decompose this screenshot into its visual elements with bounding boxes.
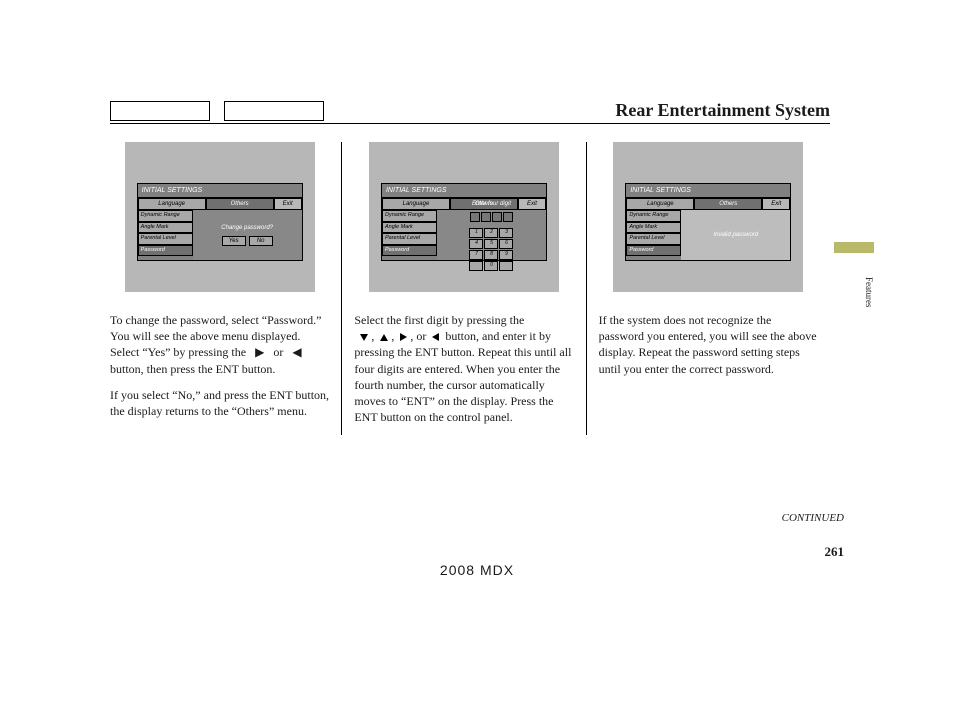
- settings-panel: INITIAL SETTINGS Language Others Exit Dy…: [137, 183, 303, 262]
- header-placeholder-boxes: [110, 101, 324, 121]
- digit-slot: [470, 212, 480, 222]
- numeric-keypad: 1 2 3 4 5 6 7 8 9 0: [469, 228, 513, 271]
- menu-angle-mark: Angle Mark: [626, 222, 681, 233]
- menu-dynamic-range: Dynamic Range: [382, 210, 437, 221]
- tab-others: Others: [694, 198, 762, 210]
- column-2: INITIAL SETTINGS Language Others Exit Dy…: [341, 142, 585, 435]
- key: 9: [499, 250, 513, 260]
- column-3: INITIAL SETTINGS Language Others Exit Dy…: [586, 142, 830, 435]
- menu-angle-mark: Angle Mark: [382, 222, 437, 233]
- tab-language: Language: [626, 198, 694, 210]
- menu-password: Password: [626, 245, 681, 256]
- menu-password: Password: [382, 245, 437, 256]
- section-tab-label: Features: [860, 250, 874, 334]
- manual-page: Rear Entertainment System INITIAL SETTIN…: [110, 100, 830, 435]
- key: 5: [484, 239, 498, 249]
- panel-tabs: Language Others Exit: [382, 198, 546, 210]
- column-1: INITIAL SETTINGS Language Others Exit Dy…: [110, 142, 341, 435]
- menu-dynamic-range: Dynamic Range: [626, 210, 681, 221]
- triangle-right-icon: [400, 333, 407, 341]
- tab-exit: Exit: [762, 198, 790, 210]
- settings-panel: INITIAL SETTINGS Language Others Exit Dy…: [381, 183, 547, 262]
- tab-exit: Exit: [518, 198, 546, 210]
- panel-tabs: Language Others Exit: [138, 198, 302, 210]
- continued-label: CONTINUED: [782, 512, 844, 524]
- triangle-left-icon: [432, 333, 439, 341]
- panel-menu: Dynamic Range Angle Mark Parental Level …: [382, 210, 437, 260]
- panel-content: Change password? Yes No: [193, 210, 302, 260]
- screenshot-invalid-password: INITIAL SETTINGS Language Others Exit Dy…: [613, 142, 803, 292]
- col1-para1: To change the password, select “Password…: [110, 312, 329, 377]
- digit-slot: [503, 212, 513, 222]
- header-box-1: [110, 101, 210, 121]
- panel-content: Enter four digit 1 2 3: [437, 210, 546, 260]
- digit-slots: [470, 212, 513, 222]
- header-box-2: [224, 101, 324, 121]
- content-columns: INITIAL SETTINGS Language Others Exit Dy…: [110, 142, 830, 435]
- key: [469, 261, 483, 271]
- tab-exit: Exit: [274, 198, 302, 210]
- col1-para2: If you select “No,” and press the ENT bu…: [110, 387, 329, 419]
- key: 0: [484, 261, 498, 271]
- panel-tabs: Language Others Exit: [626, 198, 790, 210]
- menu-parental-level: Parental Level: [138, 233, 193, 244]
- prompt-enter-digits: Enter four digit: [472, 200, 511, 208]
- panel-title: INITIAL SETTINGS: [626, 184, 790, 198]
- tab-language: Language: [138, 198, 206, 210]
- col2-para1: Select the first digit by pressing the ,…: [354, 312, 573, 425]
- footer-model-year: 2008 MDX: [0, 562, 954, 578]
- screenshot-enter-digits: INITIAL SETTINGS Language Others Exit Dy…: [369, 142, 559, 292]
- panel-menu: Dynamic Range Angle Mark Parental Level …: [626, 210, 681, 260]
- settings-panel: INITIAL SETTINGS Language Others Exit Dy…: [625, 183, 791, 262]
- yes-no-row: Yes No: [222, 236, 273, 246]
- menu-password: Password: [138, 245, 193, 256]
- page-title: Rear Entertainment System: [615, 100, 830, 121]
- digit-slot: [492, 212, 502, 222]
- triangle-down-icon: [360, 334, 368, 341]
- menu-parental-level: Parental Level: [382, 233, 437, 244]
- digit-slot: [481, 212, 491, 222]
- tab-language: Language: [382, 198, 450, 210]
- key: 2: [484, 228, 498, 238]
- col3-para1: If the system does not recognize the pas…: [599, 312, 818, 377]
- triangle-up-icon: [380, 334, 388, 341]
- key: 4: [469, 239, 483, 249]
- menu-angle-mark: Angle Mark: [138, 222, 193, 233]
- key: [499, 261, 513, 271]
- col2-para1-lead: Select the first digit by pressing the: [354, 313, 524, 327]
- tab-others: Others: [206, 198, 274, 210]
- prompt-change-password: Change password?: [221, 224, 273, 232]
- panel-title: INITIAL SETTINGS: [382, 184, 546, 198]
- key: 7: [469, 250, 483, 260]
- key: 8: [484, 250, 498, 260]
- panel-title: INITIAL SETTINGS: [138, 184, 302, 198]
- screenshot-change-password: INITIAL SETTINGS Language Others Exit Dy…: [125, 142, 315, 292]
- button-yes: Yes: [222, 236, 246, 246]
- key: 3: [499, 228, 513, 238]
- key: 1: [469, 228, 483, 238]
- prompt-invalid: Invalid password: [713, 231, 758, 239]
- menu-dynamic-range: Dynamic Range: [138, 210, 193, 221]
- button-no: No: [249, 236, 273, 246]
- panel-content: Invalid password: [681, 210, 790, 260]
- key: 6: [499, 239, 513, 249]
- panel-menu: Dynamic Range Angle Mark Parental Level …: [138, 210, 193, 260]
- page-number: 261: [825, 544, 845, 560]
- header-row: Rear Entertainment System: [110, 100, 830, 124]
- menu-parental-level: Parental Level: [626, 233, 681, 244]
- col2-para1-tail: and enter it by pressing the ENT button.…: [354, 329, 571, 424]
